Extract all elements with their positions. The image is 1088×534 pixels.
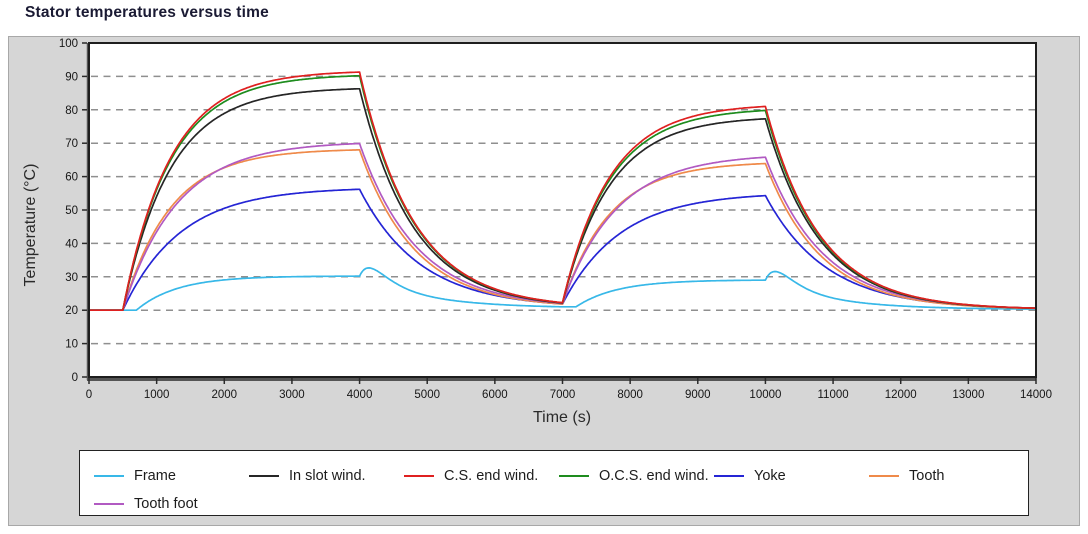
- x-tick-label-13000: 13000: [952, 389, 984, 401]
- x-tick-label-12000: 12000: [885, 389, 917, 401]
- chart-title: Stator temperatures versus time: [25, 4, 269, 21]
- x-tick-label-4000: 4000: [347, 389, 373, 401]
- series-line-frame: [89, 267, 1036, 312]
- legend-item-frame: Frame: [94, 462, 249, 490]
- legend-label-frame: Frame: [134, 468, 176, 484]
- y-tick-label-50: 50: [65, 205, 78, 217]
- y-tick-label-90: 90: [65, 71, 78, 83]
- legend-swatch-o-c-s-end-wind: [559, 475, 589, 477]
- legend-swatch-frame: [94, 475, 124, 477]
- x-tick-label-6000: 6000: [482, 389, 508, 401]
- legend-swatch-c-s-end-wind: [404, 475, 434, 477]
- x-tick-label-9000: 9000: [685, 389, 711, 401]
- y-tick-label-70: 70: [65, 138, 78, 150]
- legend-swatch-in-slot-wind: [249, 475, 279, 477]
- y-tick-label-60: 60: [65, 172, 78, 184]
- y-tick-label-10: 10: [65, 339, 78, 351]
- legend-swatch-yoke: [714, 475, 744, 477]
- y-tick-label-80: 80: [65, 105, 78, 117]
- x-tick-label-10000: 10000: [749, 389, 781, 401]
- y-axis-label: Temperature (°C): [22, 163, 39, 287]
- plot-border: [88, 42, 1037, 378]
- y-tick-label-40: 40: [65, 238, 78, 250]
- legend-label-tooth-foot: Tooth foot: [134, 496, 198, 512]
- x-tick-label-5000: 5000: [414, 389, 440, 401]
- x-tick-label-3000: 3000: [279, 389, 305, 401]
- legend: Frame In slot wind. C.S. end wind. O.C.S. e…: [79, 450, 1029, 516]
- legend-label-in-slot-wind: In slot wind.: [289, 468, 366, 484]
- x-tick-label-1000: 1000: [144, 389, 170, 401]
- legend-label-tooth: Tooth: [909, 468, 945, 484]
- x-axis-label: Time (s): [532, 409, 592, 426]
- legend-label-o-c-s-end-wind: O.C.S. end wind.: [599, 468, 709, 484]
- legend-item-in-slot-wind: In slot wind.: [249, 462, 404, 490]
- x-tick-label-2000: 2000: [211, 389, 237, 401]
- x-tick-label-8000: 8000: [617, 389, 643, 401]
- legend-label-yoke: Yoke: [754, 468, 786, 484]
- y-tick-label-0: 0: [72, 372, 78, 384]
- x-tick-label-0: 0: [86, 389, 92, 401]
- legend-swatch-tooth: [869, 475, 899, 477]
- chart-frame: 0 10 20 30 40 50 60 70 80 90 100 0 1000 2000 3000 4000 5…: [8, 36, 1080, 526]
- series-line-c-s-end-wind: [89, 71, 1037, 312]
- legend-item-tooth-foot: Tooth foot: [94, 490, 249, 518]
- legend-item-c-s-end-wind: C.S. end wind.: [404, 462, 559, 490]
- legend-item-tooth: Tooth: [869, 462, 1024, 490]
- x-tick-label-7000: 7000: [550, 389, 576, 401]
- x-tick-label-11000: 11000: [818, 389, 849, 401]
- legend-item-yoke: Yoke: [714, 462, 869, 490]
- y-tick-label-20: 20: [65, 305, 78, 317]
- y-tick-label-30: 30: [65, 272, 78, 284]
- y-tick-label-100: 100: [59, 38, 78, 50]
- legend-swatch-tooth-foot: [94, 503, 124, 505]
- x-tick-label-14000: 14000: [1020, 389, 1052, 401]
- legend-item-o-c-s-end-wind: O.C.S. end wind.: [559, 462, 714, 490]
- legend-label-c-s-end-wind: C.S. end wind.: [444, 468, 539, 484]
